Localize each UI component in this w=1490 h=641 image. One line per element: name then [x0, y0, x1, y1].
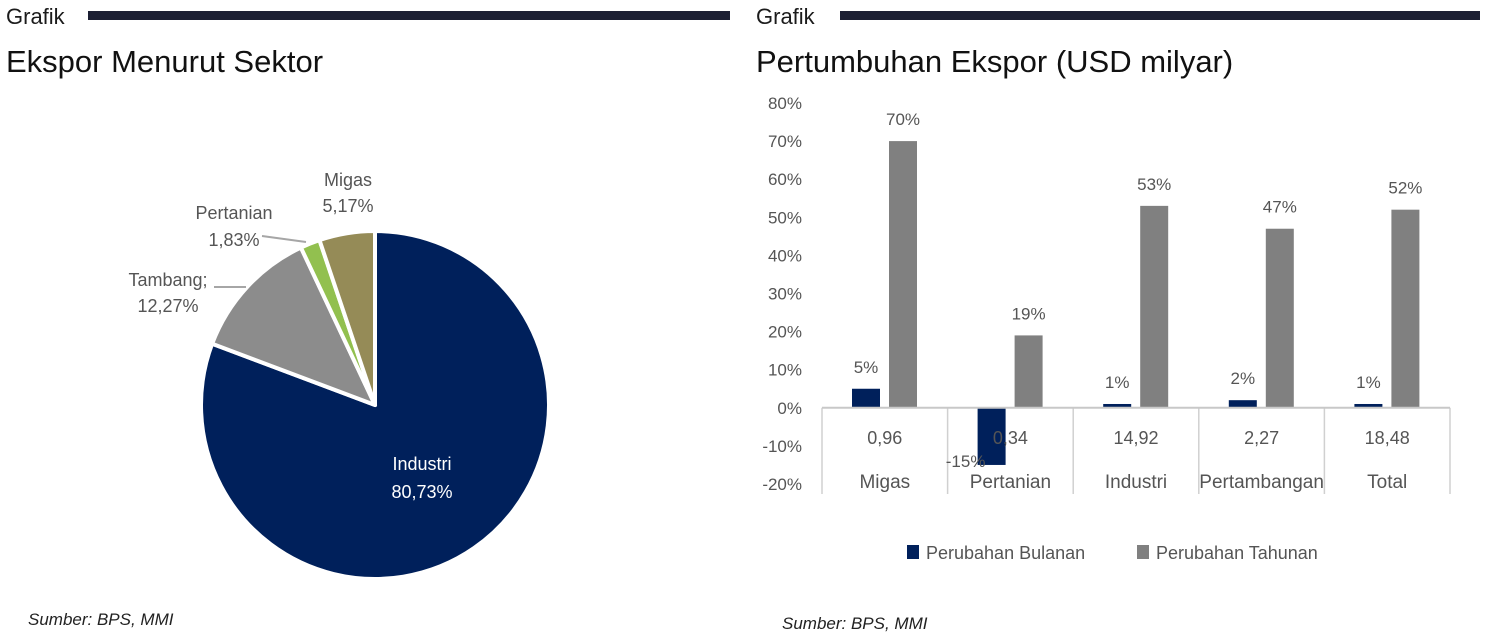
- grafik-label: Grafik: [756, 4, 815, 29]
- grafik-label: Grafik: [6, 4, 65, 29]
- data-label-perubahan-tahunan-industri: 53%: [1137, 175, 1171, 194]
- header-rule: [840, 11, 1480, 20]
- source-note: Sumber: BPS, MMI: [782, 614, 928, 633]
- pie-value-pertanian: 1,83%: [208, 230, 259, 250]
- y-tick-label: 10%: [768, 361, 802, 380]
- y-tick-label: 0%: [777, 399, 802, 418]
- category-value-pertambangan: 2,27: [1244, 428, 1279, 448]
- header-rule: [88, 11, 730, 20]
- bar-perubahan-tahunan-total: [1391, 209, 1420, 408]
- pie-value-industri: 80,73%: [391, 482, 452, 502]
- bar-perubahan-tahunan-pertambangan: [1265, 228, 1294, 408]
- pie-label-industri: Industri: [392, 454, 451, 474]
- pie-slice-migas: [317, 229, 377, 407]
- category-value-total: 18,48: [1365, 428, 1410, 448]
- data-label-perubahan-tahunan-total: 52%: [1388, 179, 1422, 198]
- bar-chart: 80% 70% 60% 50% 40% 30% 20% 10% 0% -10% -20% 5% 70% 0…: [762, 94, 1451, 563]
- chart-title: Ekspor Menurut Sektor: [6, 44, 324, 79]
- y-tick-label: 20%: [768, 323, 802, 342]
- bar-perubahan-bulanan-pertanian: [977, 407, 1006, 465]
- x-tick-label-migas: Migas: [859, 472, 910, 493]
- category-value-industri: 14,92: [1113, 428, 1158, 448]
- data-label-perubahan-tahunan-pertambangan: 47%: [1263, 198, 1297, 217]
- x-tick-label-industri: Industri: [1105, 472, 1167, 493]
- y-tick-label: 60%: [768, 170, 802, 189]
- data-label-perubahan-tahunan-pertanian: 19%: [1012, 304, 1046, 323]
- leader-line-pertanian: [261, 235, 307, 243]
- y-tick-label: 40%: [768, 246, 802, 265]
- bar-perubahan-bulanan-migas: [852, 388, 880, 408]
- pie-label-migas: Migas: [324, 170, 372, 190]
- pie-slice-tambang: [210, 245, 377, 407]
- legend-swatch-perubahan-tahunan: [1137, 545, 1149, 559]
- x-tick-label-pertambangan: Pertambangan: [1199, 472, 1324, 493]
- bar-perubahan-tahunan-industri: [1140, 205, 1169, 408]
- source-note: Sumber: BPS, MMI: [28, 610, 174, 629]
- category-value-pertanian: 0,34: [993, 428, 1028, 448]
- y-tick-label: -20%: [762, 475, 802, 494]
- data-label-perubahan-bulanan-total: 1%: [1356, 373, 1381, 392]
- x-tick-label-total: Total: [1367, 472, 1407, 493]
- pie-chart: Industri 80,73% Tambang; 12,27% Pertanian 1,8…: [128, 170, 552, 581]
- legend-label-perubahan-bulanan: Perubahan Bulanan: [926, 543, 1085, 563]
- bar-chart-panel: Grafik Pertumbuhan Ekspor (USD milyar) 8…: [750, 0, 1490, 641]
- legend-swatch-perubahan-bulanan: [907, 545, 919, 559]
- data-label-perubahan-bulanan-pertambangan: 2%: [1231, 369, 1256, 388]
- bar-perubahan-bulanan-pertambangan: [1228, 400, 1257, 408]
- pie-value-migas: 5,17%: [322, 196, 373, 216]
- bar-perubahan-tahunan-pertanian: [1014, 335, 1043, 408]
- y-tick-label: 30%: [768, 285, 802, 304]
- pie-label-tambang: Tambang;: [128, 270, 207, 290]
- bar-perubahan-bulanan-total: [1354, 403, 1383, 408]
- category-value-migas: 0,96: [867, 428, 902, 448]
- pie-chart-panel: Grafik Ekspor Menurut Sektor Industri 80,…: [0, 0, 740, 641]
- y-tick-label: -10%: [762, 437, 802, 456]
- y-tick-label: 50%: [768, 208, 802, 227]
- data-label-perubahan-bulanan-industri: 1%: [1105, 373, 1130, 392]
- chart-title: Pertumbuhan Ekspor (USD milyar): [756, 44, 1234, 79]
- y-tick-label: 70%: [768, 132, 802, 151]
- data-label-perubahan-tahunan-migas: 70%: [886, 110, 920, 129]
- data-label-perubahan-bulanan-migas: 5%: [854, 358, 879, 377]
- bar-perubahan-bulanan-industri: [1103, 403, 1132, 408]
- x-tick-label-pertanian: Pertanian: [970, 472, 1051, 493]
- legend-label-perubahan-tahunan: Perubahan Tahunan: [1156, 543, 1318, 563]
- bar-perubahan-tahunan-migas: [889, 141, 917, 408]
- pie-value-tambang: 12,27%: [137, 296, 198, 316]
- data-label-perubahan-bulanan-pertanian: -15%: [946, 452, 986, 471]
- y-tick-label: 80%: [768, 94, 802, 113]
- pie-label-pertanian: Pertanian: [195, 203, 272, 223]
